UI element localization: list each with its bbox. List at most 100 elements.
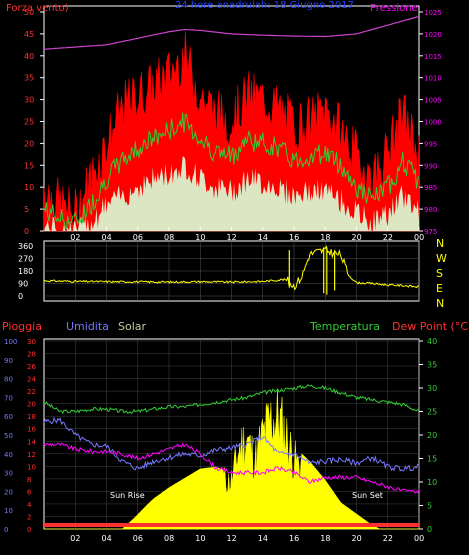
pressure-y-tick-label: 1015 — [424, 53, 442, 61]
temperature-y-tick-label: 25 — [427, 408, 437, 417]
humidity-y-tick-label: 50 — [4, 432, 13, 440]
compass-label: N — [436, 297, 444, 310]
compass-label: S — [436, 267, 443, 280]
wind-x-tick-label: 20 — [352, 233, 362, 242]
humidity-y-tick-label: 60 — [4, 413, 13, 421]
wind-y-tick-label: 30 — [24, 96, 34, 105]
wind-direction-line — [43, 245, 420, 291]
temperature-x-tick-label: 00 — [414, 534, 424, 543]
temperature-line — [43, 383, 420, 415]
temperature-y-tick-label: 10 — [427, 478, 437, 487]
temperature-y-tick-label: 40 — [427, 337, 437, 346]
rain-y-tick-label: 4 — [27, 501, 32, 509]
pressure-y-axis-ticks: 975 980 985 990 995 1000 1005 1010 1015 1020 1025 — [419, 9, 442, 236]
sunrise-annotation: Sun Rise — [110, 491, 145, 500]
humidity-y-tick-label: 0 — [4, 526, 8, 534]
direction-y-tick-label: 90 — [18, 280, 28, 289]
rain-y-tick-label: 6 — [27, 488, 32, 496]
rain-axis-label: Pioggia — [2, 320, 42, 333]
wind-x-tick-label: 12 — [227, 233, 237, 242]
wind-average-line — [43, 112, 420, 231]
compass-label: W — [436, 252, 447, 265]
wind-y-tick-label: 15 — [24, 161, 34, 170]
direction-y-tick-label: 270 — [18, 255, 33, 264]
wind-x-tick-label: 14 — [258, 233, 268, 242]
direction-y-tick-label: 0 — [18, 292, 23, 301]
temperature-x-tick-label: 08 — [164, 534, 174, 543]
direction-y-tick-label: 360 — [18, 242, 33, 251]
temperature-y-tick-label: 5 — [427, 502, 432, 511]
wind-x-tick-label: 08 — [164, 233, 174, 242]
pressure-y-tick-label: 975 — [424, 228, 437, 236]
wind-y-tick-label: 20 — [24, 139, 34, 148]
dew-point-line — [43, 441, 420, 494]
humidity-axis-label: Umidita — [66, 320, 109, 333]
humidity-y-tick-label: 40 — [4, 451, 13, 459]
wind-y-tick-label: 40 — [24, 52, 34, 61]
humidity-y-axis-ticks: 0 10 20 30 40 50 60 70 80 90 100 — [4, 338, 17, 534]
temperature-y-tick-label: 0 — [427, 525, 432, 534]
wind-x-tick-label: 02 — [70, 233, 80, 242]
wind-x-tick-label: 16 — [289, 233, 299, 242]
wind-x-tick-label: 04 — [102, 233, 112, 242]
temperature-axis-label: Temperatura — [309, 320, 380, 333]
pressure-y-tick-label: 1010 — [424, 75, 442, 83]
rain-y-tick-label: 14 — [27, 438, 36, 446]
pressure-y-tick-label: 995 — [424, 140, 437, 148]
pressure-axis-label: Pressione — [370, 3, 418, 14]
compass-label: N — [436, 237, 444, 250]
pressure-y-tick-label: 985 — [424, 184, 437, 192]
rain-y-tick-label: 20 — [27, 401, 36, 409]
temperature-x-tick-label: 14 — [258, 534, 268, 543]
humidity-y-tick-label: 80 — [4, 376, 13, 384]
rain-y-tick-label: 22 — [27, 388, 36, 396]
temperature-y-tick-label: 30 — [427, 384, 437, 393]
temperature-humidity-panel: Pioggia Umidita Solar Temperatura Dew Po… — [2, 320, 469, 543]
wind-gust-area — [43, 31, 420, 232]
rain-y-tick-label: 16 — [27, 426, 36, 434]
direction-grid — [44, 241, 420, 301]
rain-y-tick-label: 8 — [27, 476, 31, 484]
rain-y-tick-label: 24 — [27, 376, 36, 384]
temperature-x-tick-label: 12 — [227, 534, 237, 543]
wind-x-axis-ticks: 02 04 06 08 10 12 14 16 18 20 22 00 — [70, 227, 424, 242]
humidity-line — [43, 416, 420, 472]
sunset-annotation: Sun Set — [352, 491, 383, 500]
temperature-x-tick-label: 18 — [320, 534, 330, 543]
temperature-x-tick-label: 16 — [289, 534, 299, 543]
rain-y-tick-label: 0 — [27, 526, 31, 534]
pressure-y-tick-label: 990 — [424, 162, 437, 170]
rain-y-tick-label: 18 — [27, 413, 36, 421]
temperature-x-tick-label: 06 — [133, 534, 143, 543]
wind-pressure-panel: Forza vento) 24 hore anadrulah: 18 Giugn… — [6, 0, 442, 242]
humidity-y-tick-label: 70 — [4, 394, 13, 402]
direction-series — [43, 245, 420, 295]
temperature-y-tick-label: 15 — [427, 455, 437, 464]
pressure-y-tick-label: 1020 — [424, 31, 442, 39]
chart-title: 24 hore anadrulah: 18 Giugno 2017 — [175, 0, 354, 11]
wind-x-tick-label: 00 — [414, 233, 424, 242]
humidity-y-tick-label: 100 — [4, 338, 17, 346]
rain-y-tick-label: 12 — [27, 451, 36, 459]
wind-y-tick-label: 50 — [24, 8, 34, 17]
wind-y-tick-label: 5 — [24, 205, 29, 214]
wind-y-axis-ticks: 0 5 10 15 20 25 30 35 40 45 50 — [24, 8, 44, 236]
temperature-y-tick-label: 35 — [427, 361, 437, 370]
wind-y-tick-label: 45 — [24, 30, 34, 39]
humidity-y-tick-label: 30 — [4, 470, 13, 478]
direction-y-tick-label: 180 — [18, 267, 33, 276]
solar-area — [44, 389, 419, 530]
wind-y-tick-label: 10 — [24, 183, 34, 192]
solar-axis-label: Solar — [118, 320, 147, 333]
wind-y-tick-label: 25 — [24, 118, 34, 127]
compass-label: E — [436, 282, 443, 295]
pressure-line — [43, 15, 420, 50]
temperature-x-axis-ticks: 02 04 06 08 10 12 14 16 18 20 22 00 — [70, 534, 424, 543]
wind-min-area — [44, 156, 419, 231]
temperature-x-tick-label: 10 — [195, 534, 205, 543]
temperature-y-tick-label: 20 — [427, 431, 437, 440]
pressure-y-tick-label: 980 — [424, 206, 437, 214]
